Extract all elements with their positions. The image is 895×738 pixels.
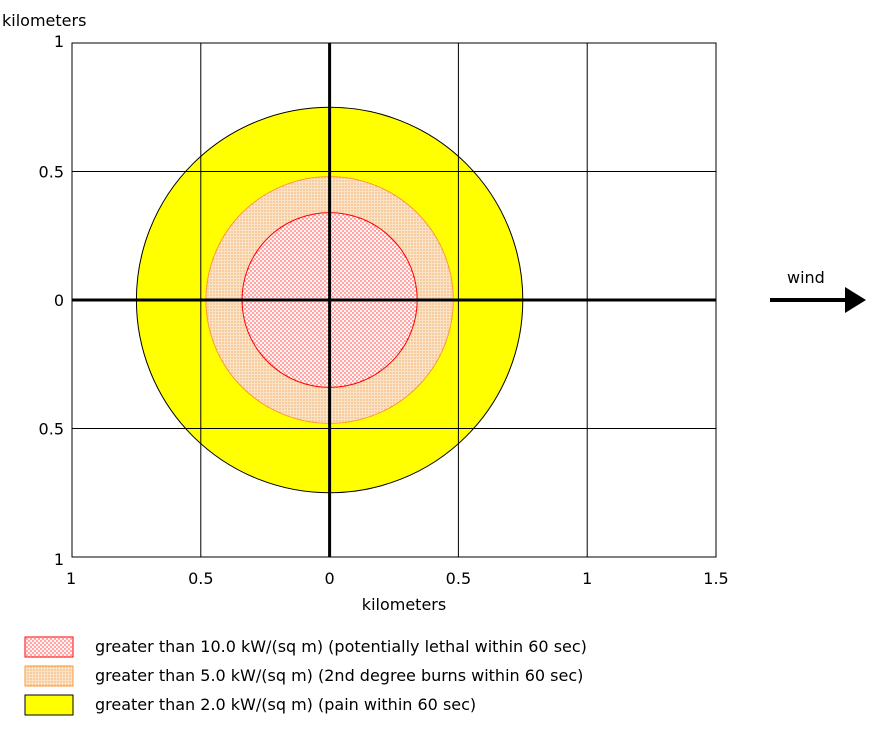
legend-swatch bbox=[24, 665, 74, 687]
y-tick-label: 0.5 bbox=[39, 420, 64, 439]
x-tick-label: 1.5 bbox=[703, 569, 728, 588]
y-tick-label: 1 bbox=[54, 32, 64, 51]
legend-label: greater than 10.0 kW/(sq m) (potentially… bbox=[95, 637, 587, 656]
legend-swatch bbox=[24, 694, 74, 716]
legend-item: greater than 10.0 kW/(sq m) (potentially… bbox=[24, 636, 587, 658]
y-tick-label: 0 bbox=[54, 291, 64, 310]
y-axis-label: kilometers bbox=[2, 11, 86, 30]
tick-labels: 1 0.5 0 0.5 1 1.5 1 0.5 0 0.5 1 bbox=[39, 32, 729, 588]
legend-swatch bbox=[24, 636, 74, 658]
legend-item: greater than 5.0 kW/(sq m) (2nd degree b… bbox=[24, 665, 583, 687]
x-tick-label: 0.5 bbox=[188, 569, 213, 588]
wind-label: wind bbox=[787, 268, 825, 287]
y-tick-label: 0.5 bbox=[39, 163, 64, 182]
x-tick-label: 1 bbox=[66, 569, 76, 588]
legend-label: greater than 5.0 kW/(sq m) (2nd degree b… bbox=[95, 666, 583, 685]
x-axis-label: kilometers bbox=[362, 595, 446, 614]
legend: greater than 10.0 kW/(sq m) (potentially… bbox=[24, 636, 587, 716]
arrow-right-icon bbox=[770, 287, 866, 313]
x-tick-label: 1 bbox=[582, 569, 592, 588]
x-tick-label: 0 bbox=[325, 569, 335, 588]
y-tick-label: 1 bbox=[54, 550, 64, 569]
grid bbox=[71, 42, 717, 558]
legend-item: greater than 2.0 kW/(sq m) (pain within … bbox=[24, 694, 476, 716]
x-tick-label: 0.5 bbox=[446, 569, 471, 588]
legend-label: greater than 2.0 kW/(sq m) (pain within … bbox=[95, 695, 476, 714]
wind-annotation: wind bbox=[770, 268, 866, 313]
